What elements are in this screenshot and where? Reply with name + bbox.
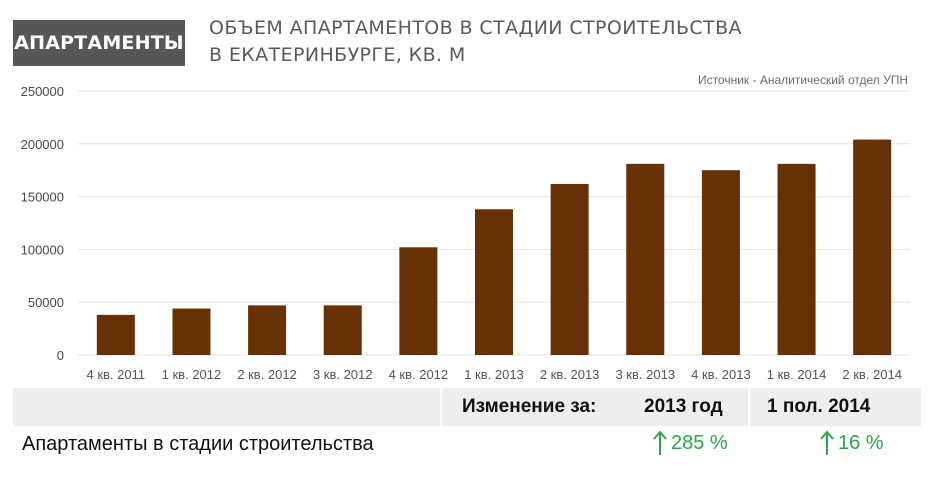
bar [96, 314, 135, 355]
x-tick-label: 2 кв. 2012 [237, 367, 297, 382]
change-h1-2014-value: 16 % [838, 431, 884, 454]
x-tick-label: 3 кв. 2013 [615, 367, 675, 382]
x-tick-label: 1 кв. 2014 [767, 367, 827, 382]
y-tick-label: 150000 [21, 190, 64, 205]
bar [626, 163, 665, 355]
x-tick-label: 1 кв. 2012 [162, 367, 222, 382]
y-tick-label: 100000 [21, 242, 64, 257]
arrow-up-icon [820, 430, 834, 456]
column-2013: 2013 год [644, 396, 723, 417]
y-tick-label: 250000 [21, 84, 64, 99]
bar [701, 170, 740, 355]
summary-divider [748, 388, 750, 426]
source-note: Источник - Аналитический отдел УПН [697, 73, 908, 87]
chart-title-line-2: В ЕКАТЕРИНБУРГЕ, КВ. М [209, 44, 466, 66]
x-tick-label: 3 кв. 2012 [313, 367, 373, 382]
x-tick-label: 2 кв. 2013 [540, 367, 600, 382]
bar [323, 305, 362, 355]
y-tick-label: 200000 [21, 137, 64, 152]
bar-chart: 0 50000 100000 150000 200000 250000 4 кв. 2011… [21, 84, 910, 382]
x-tick-label: 1 кв. 2013 [464, 367, 524, 382]
x-tick-label: 4 кв. 2011 [87, 367, 146, 382]
chart-title-line-1: ОБЪЕМ АПАРТАМЕНТОВ В СТАДИИ СТРОИТЕЛЬСТВ… [209, 17, 742, 39]
bar [172, 308, 211, 355]
change-2013: 285 % [653, 430, 728, 456]
bar [248, 305, 287, 355]
change-header-label: Изменение за: [462, 396, 597, 417]
arrow-up-icon [653, 430, 667, 456]
bar [399, 247, 438, 355]
x-tick-label: 4 кв. 2012 [389, 367, 449, 382]
bar [550, 183, 589, 355]
bar [777, 163, 816, 355]
y-tick-label: 0 [57, 348, 64, 363]
section-badge: АПАРТАМЕНТЫ [13, 20, 185, 66]
summary-divider [440, 388, 442, 426]
summary-header-bar [13, 388, 921, 426]
bar [475, 209, 513, 355]
x-tick-label: 4 кв. 2013 [691, 367, 751, 382]
bar [853, 139, 892, 355]
y-tick-label: 50000 [28, 295, 64, 310]
change-h1-2014: 16 % [820, 430, 884, 456]
change-2013-value: 285 % [671, 431, 728, 454]
x-tick-label: 2 кв. 2014 [842, 367, 902, 382]
column-h1-2014: 1 пол. 2014 [767, 396, 871, 417]
chart-title: ОБЪЕМ АПАРТАМЕНТОВ В СТАДИИ СТРОИТЕЛЬСТВ… [209, 15, 742, 69]
row-label: Апартаменты в стадии строительства [22, 433, 374, 455]
